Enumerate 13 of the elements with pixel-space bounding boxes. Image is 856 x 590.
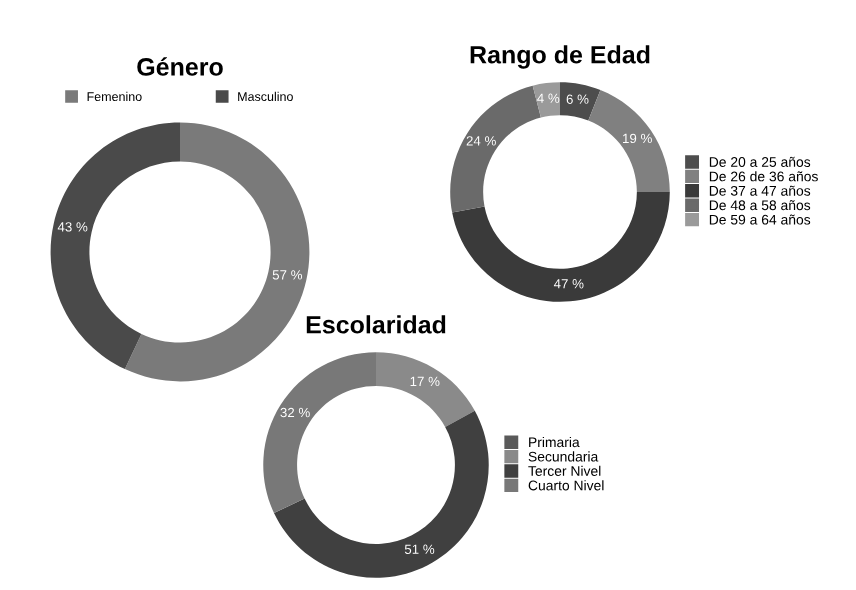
donut-slice [50,122,180,370]
donut-slice [532,82,560,118]
chart-title: Escolaridad [306,315,446,334]
donut-slice [452,192,670,302]
donut-slice [263,352,376,513]
chart-title: Rango de Edad [470,45,650,69]
donut-slice [376,352,475,427]
donut-slice [124,122,310,382]
donut-slice [588,89,670,192]
chart-title: Género [137,57,223,76]
donut-slice [273,410,489,578]
donut-slice [450,85,541,213]
donut-slice [560,82,601,121]
